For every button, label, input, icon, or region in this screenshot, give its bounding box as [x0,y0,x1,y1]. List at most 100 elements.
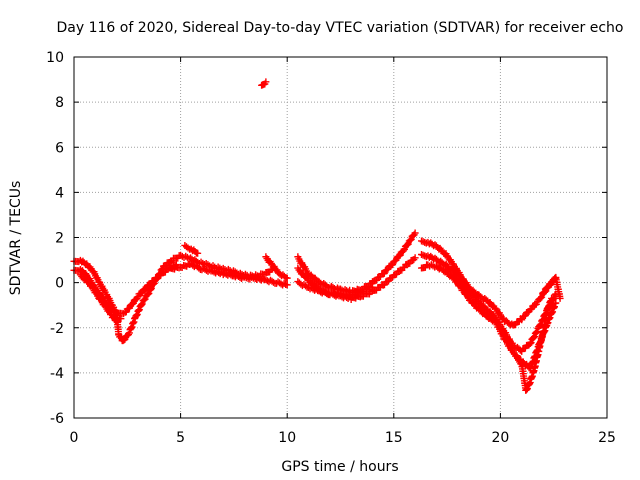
data-point [135,306,143,314]
data-point [392,256,400,264]
data-point [156,270,164,278]
data-point [407,235,415,243]
chart-title: Day 116 of 2020, Sidereal Day-to-day VTE… [57,20,624,36]
y-tick-label: 10 [46,50,64,66]
data-point [527,305,535,313]
x-axis-label: GPS time / hours [281,459,398,475]
data-point [523,385,531,393]
data-point [283,281,291,289]
data-point [400,245,408,253]
data-point [154,274,162,282]
series-track-f [181,241,202,257]
y-tick-label: -4 [50,366,64,382]
data-point [117,315,125,323]
data-point [532,300,540,308]
data-point [157,266,165,274]
data-point [283,274,291,282]
data-point [411,254,419,262]
data-point [399,247,407,255]
y-tick-label: 4 [55,185,64,201]
x-tick-label: 25 [598,430,616,446]
y-tick-label: 2 [55,231,64,247]
data-point [259,275,267,283]
data-point [238,275,246,283]
data-point [121,335,129,343]
data-point [137,302,145,310]
data-point [396,251,404,259]
data-point [206,266,214,274]
data-point [522,386,530,394]
data-point [418,237,426,245]
data-point [406,236,414,244]
data-point [537,294,545,302]
data-point [538,293,546,301]
data-point [150,279,158,287]
data-point [133,311,141,319]
data-point [551,274,559,282]
data-point [333,284,341,292]
data-point [548,294,556,302]
data-point [140,296,148,304]
series-track-k [294,278,376,301]
data-point [167,258,175,266]
data-point [280,280,288,288]
data-point [403,241,411,249]
x-tick-label: 20 [491,430,509,446]
data-point [134,307,142,315]
data-point [262,78,270,86]
data-point [523,385,531,393]
data-point [556,294,564,302]
y-tick-label: 0 [55,276,64,292]
data-point [404,240,412,248]
data-point [153,274,161,282]
data-point [149,280,157,288]
x-tick-label: 15 [385,430,403,446]
axis-ticks: 0 5 10 15 20 25 -6 -4 -2 0 2 4 6 8 10 [46,50,616,446]
data-point [132,312,140,320]
series-track-o [513,294,556,394]
data-point [147,284,155,292]
x-tick-label: 0 [70,430,79,446]
data-point [533,328,541,336]
data-point [144,290,152,298]
y-tick-label: -2 [50,321,64,337]
grid [74,57,607,418]
data-point [133,311,141,319]
data-point [532,328,540,336]
plot-frame [73,56,608,419]
series-track-g [258,78,270,89]
y-tick-label: 8 [55,95,64,111]
data-point [531,333,539,341]
data-point [156,269,164,277]
series-track-p [539,273,564,302]
data-point [227,271,235,279]
x-tick-label: 5 [176,430,185,446]
data-point [530,334,538,342]
data-point [552,299,560,307]
data-point [184,244,192,252]
y-tick-label: 6 [55,140,64,156]
data-point [147,285,155,293]
data-point [155,271,163,279]
data-point [135,306,143,314]
data-point [551,291,559,299]
data-point [526,380,534,388]
data-point [518,316,526,324]
x-tick-label: 10 [278,430,296,446]
data-point [521,312,529,320]
data-point [344,292,352,300]
data-point [138,300,146,308]
data-point [411,229,419,237]
data-point [542,287,550,295]
data-point [138,301,146,309]
data-point [527,339,535,347]
data-point [368,283,376,291]
data-point [141,295,149,303]
data-point [323,290,331,298]
series-track-c [76,271,125,325]
data-point [129,299,137,307]
data-point [356,289,364,297]
y-axis-label: SDTVAR / TECUs [8,181,24,296]
series-track-h [262,253,291,282]
